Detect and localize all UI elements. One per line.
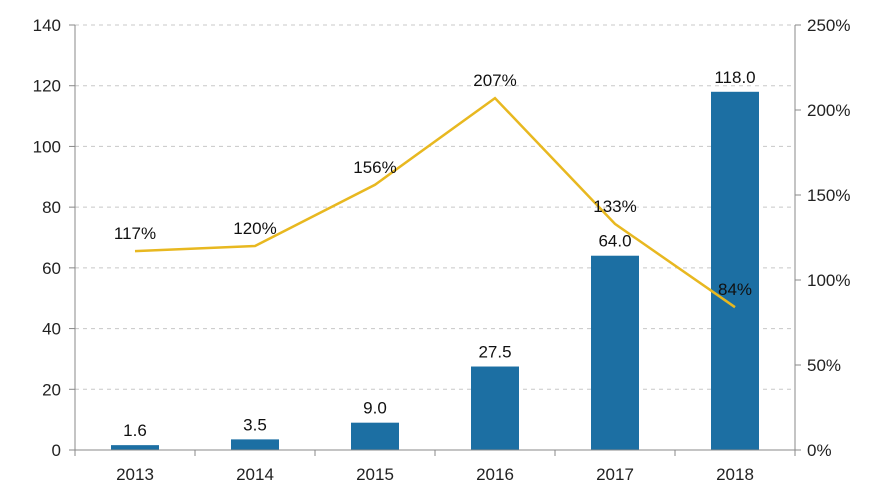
bar bbox=[351, 422, 399, 450]
line-data-label: 117% bbox=[114, 224, 156, 243]
line-data-label: 156% bbox=[353, 158, 396, 177]
bar bbox=[711, 91, 759, 451]
left-axis-tick-label: 100 bbox=[33, 137, 61, 156]
bar bbox=[111, 445, 159, 450]
left-axis-tick-label: 140 bbox=[33, 16, 61, 35]
left-axis-tick-label: 20 bbox=[42, 380, 61, 399]
bar-data-label: 1.6 bbox=[123, 421, 147, 440]
x-axis-tick-label: 2013 bbox=[116, 465, 154, 484]
line-data-label: 207% bbox=[473, 71, 516, 90]
growth-line-path bbox=[134, 96, 736, 309]
bar-data-label: 27.5 bbox=[478, 343, 511, 362]
bar bbox=[231, 439, 279, 450]
bar-data-label: 64.0 bbox=[598, 232, 631, 251]
bars bbox=[111, 91, 759, 451]
bar-data-label: 9.0 bbox=[363, 399, 387, 418]
bar-data-label: 118.0 bbox=[714, 68, 755, 87]
axes bbox=[69, 24, 801, 456]
right-axis-tick-label: 50% bbox=[807, 356, 841, 375]
left-axis-tick-label: 60 bbox=[42, 259, 61, 278]
left-axis-tick-label: 80 bbox=[42, 198, 61, 217]
bar-data-label: 3.5 bbox=[243, 415, 267, 434]
bar bbox=[471, 366, 519, 450]
right-axis-tick-label: 200% bbox=[807, 101, 850, 120]
data-labels: 1.6 3.5 9.0 27.5 64.0 118.0 117% 120% 156% 207% 13… bbox=[114, 68, 756, 440]
gridlines bbox=[75, 24, 795, 390]
growth-line bbox=[134, 96, 736, 309]
line-data-label: 133% bbox=[593, 197, 636, 216]
right-axis-tick-label: 250% bbox=[807, 16, 850, 35]
x-axis-tick-label: 2016 bbox=[476, 465, 514, 484]
left-axis-tick-label: 40 bbox=[42, 320, 61, 339]
x-axis-tick-label: 2014 bbox=[236, 465, 274, 484]
bar bbox=[591, 255, 639, 450]
right-axis-tick-label: 100% bbox=[807, 271, 850, 290]
left-axis-tick-label: 120 bbox=[33, 77, 61, 96]
line-data-label: 84% bbox=[718, 280, 752, 299]
right-axis-tick-label: 150% bbox=[807, 186, 850, 205]
left-axis-tick-label: 0 bbox=[52, 441, 61, 460]
line-data-label: 120% bbox=[233, 219, 276, 238]
x-axis-tick-label: 2018 bbox=[716, 465, 754, 484]
x-axis-tick-label: 2017 bbox=[596, 465, 634, 484]
right-axis-tick-label: 0% bbox=[807, 441, 832, 460]
tick-labels: 0 20 40 60 80 100 120 140 0% 50% 100% 150% 200% 250% 2… bbox=[33, 16, 851, 484]
x-axis-tick-label: 2015 bbox=[356, 465, 394, 484]
